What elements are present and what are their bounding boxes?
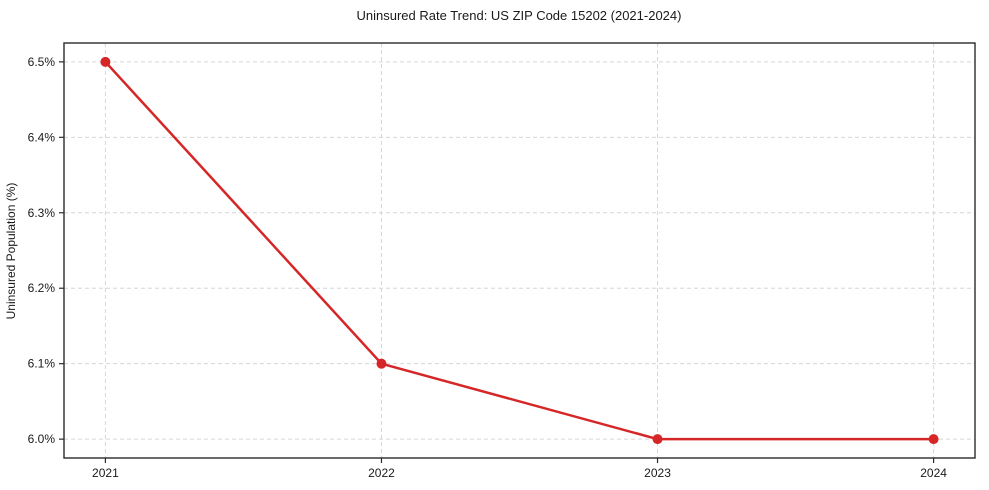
- chart-title: Uninsured Rate Trend: US ZIP Code 15202 …: [357, 8, 682, 23]
- x-tick-label: 2021: [92, 466, 119, 480]
- data-point-marker: [100, 56, 111, 67]
- grid-lines: [64, 43, 975, 458]
- plot-border: [63, 42, 976, 459]
- tick-labels: 2021 2022 2023 2024 6.0% 6.1% 6.2% 6.3% 6.4% 6.5%: [28, 55, 948, 480]
- y-tick-label: 6.0%: [28, 432, 56, 446]
- x-tick-label: 2022: [368, 466, 395, 480]
- y-tick-label: 6.2%: [28, 281, 56, 295]
- y-tick-label: 6.4%: [28, 130, 56, 144]
- data-point-marker: [928, 434, 939, 445]
- y-axis-label: Uninsured Population (%): [4, 183, 18, 320]
- x-tick-label: 2024: [920, 466, 947, 480]
- data-series: [100, 56, 939, 445]
- data-point-marker: [652, 434, 663, 445]
- y-tick-label: 6.5%: [28, 55, 56, 69]
- trend-line: [104, 60, 935, 441]
- data-point-marker: [376, 358, 387, 369]
- x-tick-label: 2023: [644, 466, 671, 480]
- axis-ticks: [59, 61, 935, 463]
- axes-spines: [63, 42, 976, 459]
- y-tick-label: 6.1%: [28, 357, 56, 371]
- y-tick-label: 6.3%: [28, 206, 56, 220]
